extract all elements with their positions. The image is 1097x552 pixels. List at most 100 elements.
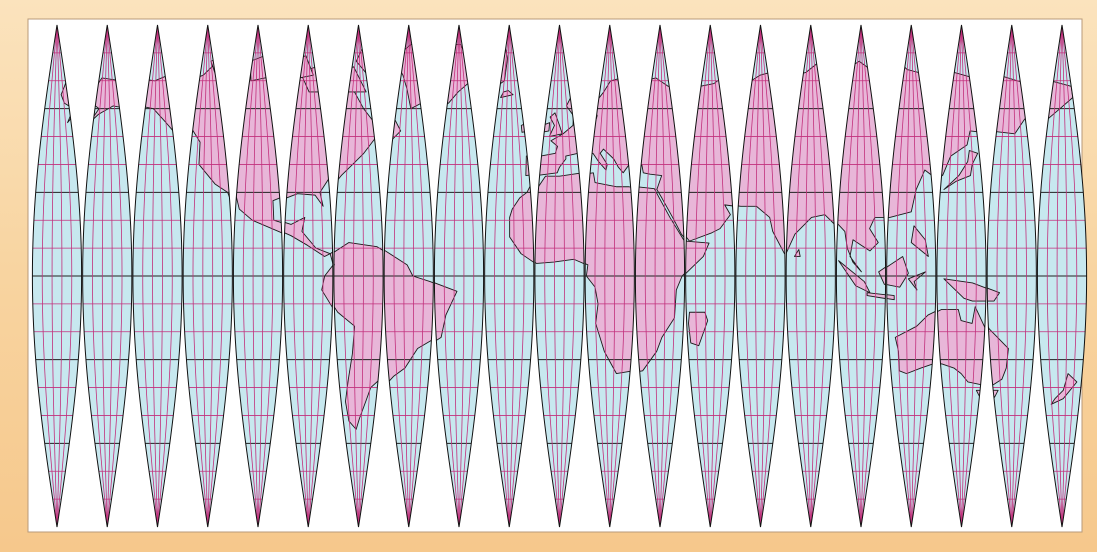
landmass: [534, 172, 585, 375]
meridian: [659, 25, 676, 527]
meridian: [946, 25, 962, 527]
gore: [735, 25, 786, 527]
meridian: [745, 25, 761, 527]
meridian: [805, 25, 812, 527]
meridian: [503, 25, 510, 527]
meridian: [257, 25, 274, 527]
gore-outline: [182, 24, 233, 528]
meridian: [106, 25, 113, 527]
meridian: [41, 25, 58, 527]
gore-outline: [283, 24, 334, 528]
gore-outline: [936, 24, 987, 528]
meridian: [559, 25, 565, 527]
gore: [32, 25, 82, 527]
meridian: [855, 25, 862, 527]
gore: [987, 25, 1037, 527]
landmass: [936, 306, 987, 386]
landmass: [688, 311, 709, 347]
gore-outline: [735, 24, 786, 528]
landmass: [943, 150, 979, 190]
landmass: [886, 292, 895, 301]
meridian: [961, 25, 967, 527]
meridian: [307, 25, 324, 527]
meridian: [408, 25, 415, 527]
meridian: [1061, 25, 1068, 527]
meridian: [106, 25, 123, 527]
meridian: [152, 25, 158, 527]
landmass: [987, 306, 1009, 386]
meridian: [760, 25, 766, 527]
meridian: [961, 25, 977, 527]
meridian: [1006, 25, 1013, 527]
meridian: [910, 25, 917, 527]
meridian: [609, 25, 625, 527]
meridian: [1056, 25, 1063, 527]
meridian: [408, 25, 424, 527]
gore-outline: [82, 24, 133, 528]
landmass: [943, 278, 987, 302]
meridian: [92, 25, 108, 527]
gore: [786, 25, 836, 527]
meridian: [760, 25, 776, 527]
landmass: [866, 292, 886, 301]
meridian: [302, 25, 309, 527]
meridian: [192, 25, 209, 527]
meridian: [795, 25, 812, 527]
meridian: [393, 25, 410, 527]
meridian: [51, 25, 58, 527]
meridian: [905, 25, 912, 527]
meridian: [157, 25, 173, 527]
meridian: [654, 25, 661, 527]
meridian: [559, 25, 575, 527]
meridian: [845, 25, 862, 527]
meridian: [443, 25, 460, 527]
meridian: [101, 25, 108, 527]
meridian: [860, 25, 877, 527]
gore-outline: [433, 24, 485, 528]
meridian: [755, 25, 761, 527]
meridian: [709, 25, 726, 527]
gore: [1037, 25, 1087, 527]
gore-outline: [986, 24, 1037, 528]
gore-outline: [634, 24, 686, 528]
meridian: [252, 25, 259, 527]
meridian: [403, 25, 410, 527]
meridian: [207, 25, 223, 527]
meridian: [508, 25, 515, 527]
meridian: [704, 25, 711, 527]
meridian: [343, 25, 359, 527]
meridian: [554, 25, 560, 527]
meridian: [458, 25, 465, 527]
meridian: [659, 25, 666, 527]
meridian: [1061, 25, 1078, 527]
gore-outline: [232, 24, 284, 528]
meridian: [494, 25, 510, 527]
gore: [836, 25, 886, 527]
gore: [534, 25, 585, 527]
landmass: [1050, 373, 1078, 405]
gore: [936, 25, 987, 527]
gore-outline: [383, 24, 434, 528]
meridian: [644, 25, 661, 527]
landmass: [894, 306, 936, 386]
meridian: [353, 25, 359, 527]
meridian: [358, 25, 374, 527]
meridian: [709, 25, 716, 527]
meridian: [56, 25, 73, 527]
meridian: [956, 25, 962, 527]
meridian: [544, 25, 560, 527]
meridian: [1011, 25, 1027, 527]
gore-outline: [333, 24, 384, 528]
meridian: [896, 25, 912, 527]
meridian: [604, 25, 611, 527]
gore-outline: [584, 24, 635, 528]
gore-outline: [132, 24, 183, 528]
gore: [82, 25, 132, 527]
meridian: [358, 25, 364, 527]
gore-outline: [886, 24, 937, 528]
meridian: [860, 25, 867, 527]
meridian: [257, 25, 264, 527]
gore-outline: [534, 24, 585, 528]
gore: [233, 25, 283, 527]
